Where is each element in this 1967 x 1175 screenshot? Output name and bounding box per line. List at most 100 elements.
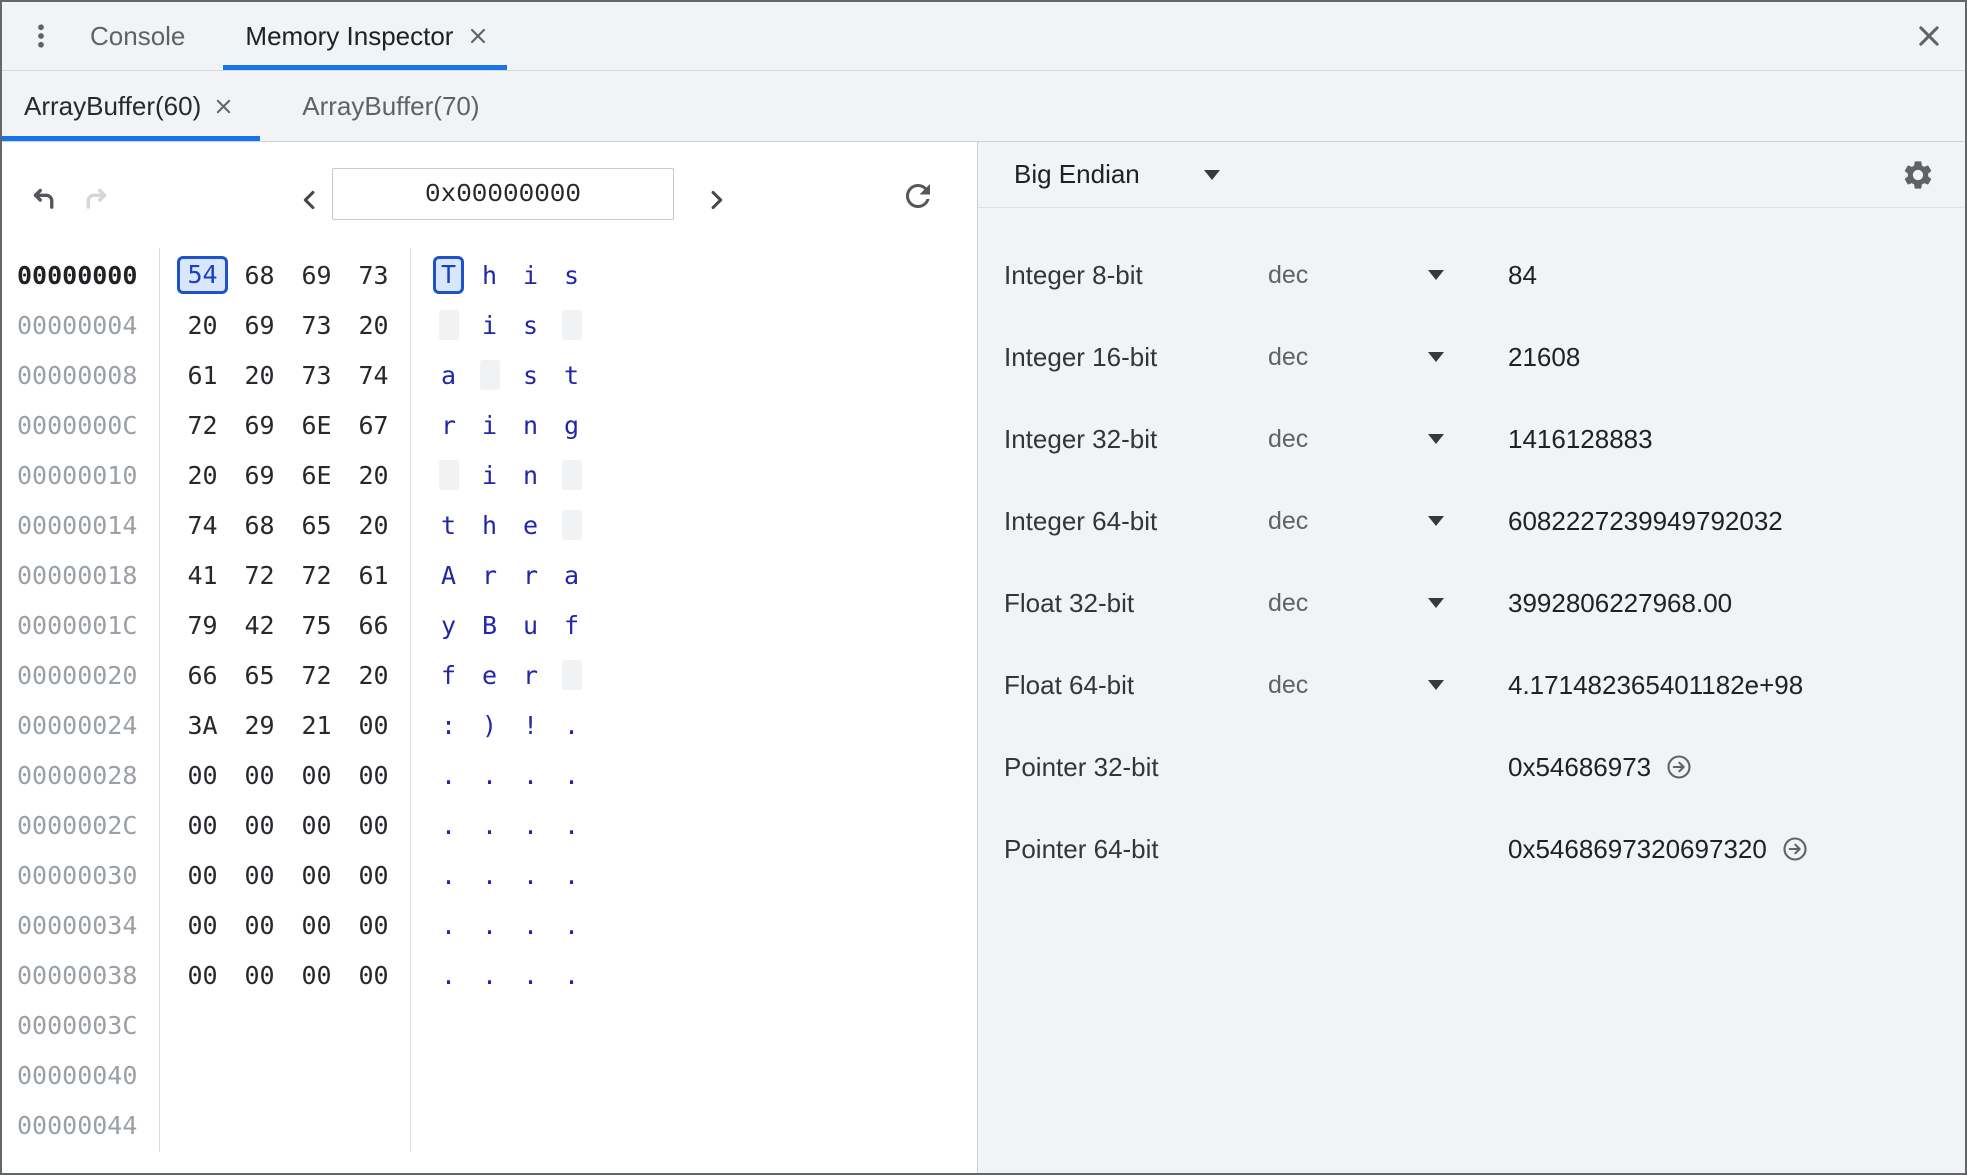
close-memory-inspector-tab-icon[interactable] bbox=[467, 25, 489, 47]
hex-byte[interactable]: 00 bbox=[187, 960, 218, 990]
hex-byte[interactable]: 00 bbox=[187, 810, 218, 840]
ascii-char[interactable] bbox=[428, 310, 469, 340]
hex-byte[interactable]: 00 bbox=[358, 710, 389, 740]
hex-byte[interactable]: 61 bbox=[187, 360, 218, 390]
endianness-select[interactable]: Big Endian bbox=[1014, 159, 1140, 189]
ascii-char[interactable]: . bbox=[481, 910, 498, 940]
format-dropdown-icon[interactable] bbox=[1428, 434, 1444, 444]
ascii-char[interactable]: i bbox=[522, 260, 539, 290]
hex-byte[interactable]: 54 bbox=[174, 256, 231, 294]
hex-byte[interactable]: 00 bbox=[301, 760, 332, 790]
hex-byte[interactable]: 72 bbox=[301, 560, 332, 590]
hex-byte[interactable]: 00 bbox=[301, 810, 332, 840]
hex-byte[interactable]: 74 bbox=[358, 360, 389, 390]
ascii-char[interactable]: y bbox=[440, 610, 457, 640]
hex-byte[interactable]: 20 bbox=[187, 460, 218, 490]
ascii-char[interactable]: i bbox=[481, 310, 498, 340]
hex-byte[interactable]: 00 bbox=[244, 960, 275, 990]
ascii-char[interactable]: . bbox=[481, 810, 498, 840]
ascii-char[interactable] bbox=[551, 660, 592, 690]
ascii-char[interactable]: s bbox=[563, 260, 580, 290]
ascii-char[interactable]: . bbox=[563, 960, 580, 990]
ascii-char[interactable]: u bbox=[522, 610, 539, 640]
tab-arraybuffer-70[interactable]: ArrayBuffer(70) bbox=[276, 71, 505, 141]
hex-byte[interactable]: 00 bbox=[301, 960, 332, 990]
kebab-menu-icon[interactable] bbox=[26, 21, 56, 51]
ascii-char[interactable]: s bbox=[522, 360, 539, 390]
previous-page-button[interactable] bbox=[296, 186, 324, 214]
hex-byte[interactable]: 42 bbox=[244, 610, 275, 640]
ascii-char[interactable]: . bbox=[522, 910, 539, 940]
hex-byte[interactable]: 00 bbox=[187, 760, 218, 790]
ascii-char[interactable]: r bbox=[522, 660, 539, 690]
settings-gear-icon[interactable] bbox=[1901, 158, 1935, 192]
hex-byte[interactable]: 00 bbox=[358, 860, 389, 890]
hex-byte[interactable]: 29 bbox=[244, 710, 275, 740]
ascii-char[interactable]: g bbox=[563, 410, 580, 440]
ascii-char[interactable] bbox=[428, 460, 469, 490]
ascii-char[interactable]: ! bbox=[522, 710, 539, 740]
ascii-char[interactable]: e bbox=[522, 510, 539, 540]
ascii-char[interactable]: B bbox=[481, 610, 498, 640]
ascii-char[interactable]: n bbox=[522, 460, 539, 490]
format-select[interactable]: dec bbox=[1268, 506, 1309, 535]
history-forward-button[interactable] bbox=[82, 184, 112, 214]
ascii-char[interactable]: n bbox=[522, 410, 539, 440]
ascii-char[interactable]: i bbox=[481, 460, 498, 490]
hex-byte[interactable]: 20 bbox=[358, 660, 389, 690]
ascii-char[interactable]: r bbox=[522, 560, 539, 590]
hex-byte[interactable]: 65 bbox=[244, 660, 275, 690]
ascii-char[interactable]: s bbox=[522, 310, 539, 340]
hex-byte[interactable]: 20 bbox=[358, 510, 389, 540]
hex-byte[interactable]: 6E bbox=[301, 460, 332, 490]
hex-byte[interactable]: 65 bbox=[301, 510, 332, 540]
hex-byte[interactable]: 73 bbox=[301, 360, 332, 390]
tab-memory-inspector[interactable]: Memory Inspector bbox=[223, 2, 508, 70]
ascii-char[interactable]: i bbox=[481, 410, 498, 440]
ascii-char[interactable]: f bbox=[563, 610, 580, 640]
hex-byte[interactable]: 00 bbox=[244, 760, 275, 790]
ascii-char[interactable]: . bbox=[563, 910, 580, 940]
hex-byte[interactable]: 00 bbox=[358, 760, 389, 790]
refresh-button[interactable] bbox=[900, 178, 936, 214]
hex-byte[interactable]: 00 bbox=[301, 910, 332, 940]
ascii-char[interactable]: . bbox=[563, 760, 580, 790]
hex-byte[interactable]: 00 bbox=[187, 860, 218, 890]
ascii-char[interactable]: . bbox=[522, 810, 539, 840]
hex-byte[interactable]: 20 bbox=[358, 310, 389, 340]
hex-byte[interactable]: 74 bbox=[187, 510, 218, 540]
hex-byte[interactable]: 00 bbox=[358, 960, 389, 990]
hex-byte[interactable]: 00 bbox=[301, 860, 332, 890]
format-dropdown-icon[interactable] bbox=[1428, 598, 1444, 608]
address-input[interactable] bbox=[332, 168, 674, 220]
format-dropdown-icon[interactable] bbox=[1428, 352, 1444, 362]
hex-byte[interactable]: 69 bbox=[244, 460, 275, 490]
hex-byte[interactable]: 67 bbox=[358, 410, 389, 440]
jump-to-address-icon[interactable] bbox=[1781, 835, 1809, 863]
hex-byte[interactable]: 73 bbox=[358, 260, 389, 290]
ascii-char[interactable]: . bbox=[440, 810, 457, 840]
hex-byte[interactable]: 79 bbox=[187, 610, 218, 640]
ascii-char[interactable]: . bbox=[563, 860, 580, 890]
ascii-char[interactable]: : bbox=[440, 710, 457, 740]
ascii-char[interactable]: . bbox=[563, 710, 580, 740]
format-dropdown-icon[interactable] bbox=[1428, 680, 1444, 690]
ascii-char[interactable]: . bbox=[440, 910, 457, 940]
ascii-char[interactable]: . bbox=[522, 860, 539, 890]
format-dropdown-icon[interactable] bbox=[1428, 270, 1444, 280]
ascii-char[interactable] bbox=[469, 360, 510, 390]
format-dropdown-icon[interactable] bbox=[1428, 516, 1444, 526]
ascii-char[interactable]: ) bbox=[481, 710, 498, 740]
jump-to-address-icon[interactable] bbox=[1665, 753, 1693, 781]
ascii-char[interactable] bbox=[551, 310, 592, 340]
hex-byte[interactable]: 20 bbox=[358, 460, 389, 490]
hex-byte[interactable]: 68 bbox=[244, 510, 275, 540]
history-back-button[interactable] bbox=[28, 184, 58, 214]
ascii-char[interactable]: h bbox=[481, 510, 498, 540]
hex-byte[interactable]: 20 bbox=[244, 360, 275, 390]
hex-byte[interactable]: 6E bbox=[301, 410, 332, 440]
hex-byte[interactable]: 00 bbox=[244, 860, 275, 890]
tab-console[interactable]: Console bbox=[66, 2, 209, 70]
ascii-char[interactable] bbox=[551, 510, 592, 540]
hex-byte[interactable]: 00 bbox=[358, 810, 389, 840]
